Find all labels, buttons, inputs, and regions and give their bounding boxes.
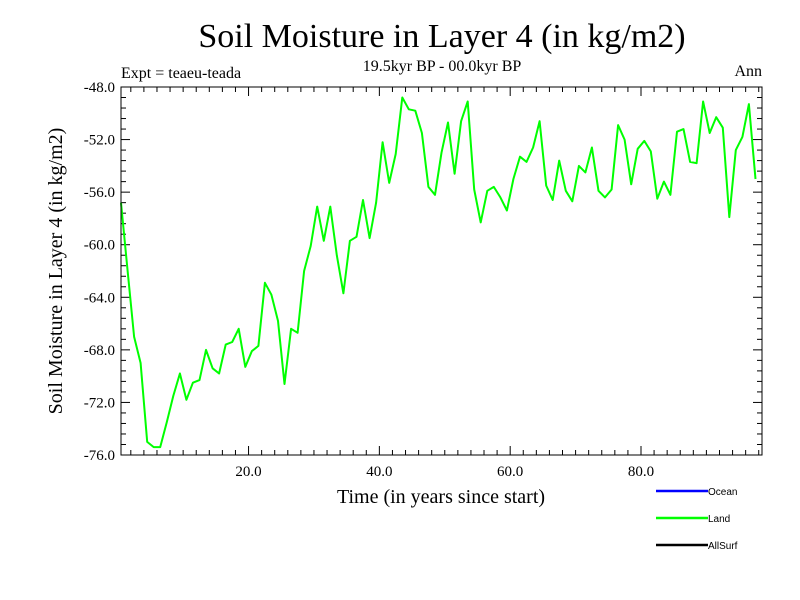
experiment-label: Expt = teaeu-teada — [121, 65, 241, 82]
legend: Ocean Land AllSurf — [656, 487, 738, 552]
x-tick-labels: 20.0 40.0 60.0 80.0 — [235, 464, 654, 480]
y-tick-label: -72.0 — [84, 395, 115, 411]
x-tick-label: 20.0 — [235, 464, 261, 480]
chart-subtitle: 19.5kyr BP - 00.0kyr BP — [363, 58, 522, 75]
y-tick-label: -68.0 — [84, 343, 115, 359]
y-tick-label: -76.0 — [84, 448, 115, 464]
x-tick-label: 80.0 — [628, 464, 654, 480]
season-label: Ann — [734, 63, 762, 80]
x-axis-label: Time (in years since start) — [337, 486, 545, 508]
y-tick-label: -64.0 — [84, 290, 115, 306]
axis-ticks — [121, 86, 762, 456]
y-tick-label: -48.0 — [84, 80, 115, 96]
y-axis-label: Soil Moisture in Layer 4 (in kg/m2) — [45, 128, 67, 415]
legend-label-ocean: Ocean — [708, 487, 737, 498]
y-tick-label: -52.0 — [84, 133, 115, 149]
series-layer — [120, 96, 757, 449]
plot-frame — [120, 86, 763, 456]
series-line-land — [120, 96, 757, 449]
legend-label-allsurf: AllSurf — [708, 541, 738, 552]
y-tick-label: -56.0 — [84, 185, 115, 201]
chart-title: Soil Moisture in Layer 4 (in kg/m2) — [198, 18, 685, 55]
y-tick-label: -60.0 — [84, 238, 115, 254]
x-tick-label: 60.0 — [497, 464, 523, 480]
y-tick-labels: -76.0 -72.0 -68.0 -64.0 -60.0 -56.0 -52.0 -48.0 — [84, 80, 115, 464]
legend-label-land: Land — [708, 514, 730, 525]
x-tick-label: 40.0 — [366, 464, 392, 480]
